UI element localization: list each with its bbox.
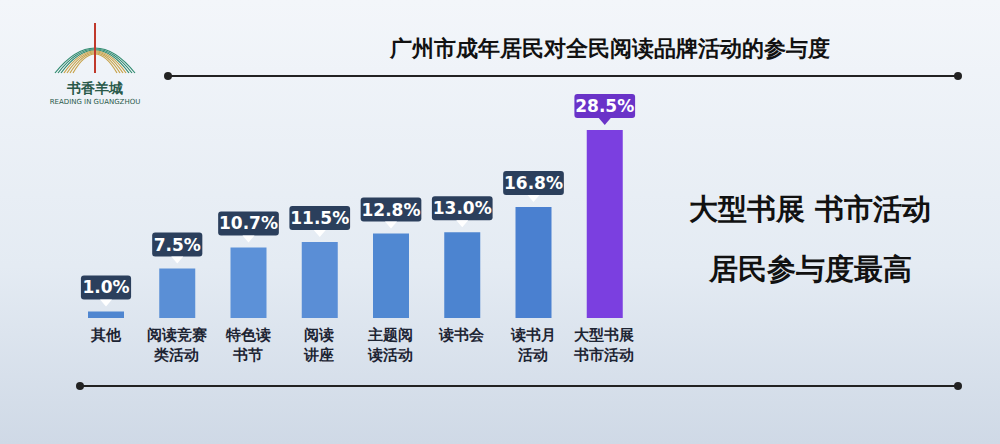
html-text:广州市成年居民对全民阅读品牌活动的参与度: 广州市成年居民对全民阅读品牌活动的参与度: [390, 36, 830, 61]
svg-text:读书月活动: 读书月活动: [510, 326, 556, 364]
svg-text:主题阅读活动: 主题阅读活动: [367, 326, 413, 364]
svg-text:13.0%: 13.0%: [433, 198, 492, 218]
svg-text:阅读竞赛类活动: 阅读竞赛类活动: [147, 326, 207, 364]
svg-text:12.8%: 12.8%: [362, 200, 421, 220]
html-text:大型书展 书市活动: 大型书展 书市活动: [688, 192, 931, 226]
svg-text:10.7%: 10.7%: [219, 213, 278, 233]
svg-text:11.5%: 11.5%: [290, 208, 349, 228]
svg-text:7.5%: 7.5%: [154, 235, 201, 255]
svg-text:其他: 其他: [90, 326, 122, 344]
svg-text:16.8%: 16.8%: [504, 173, 563, 193]
html-text:居民参与度最高: 居民参与度最高: [708, 252, 912, 286]
svg-text:阅读讲座: 阅读讲座: [303, 326, 334, 364]
html-text:书香羊城: 书香羊城: [67, 80, 123, 96]
svg-text:1.0%: 1.0%: [82, 277, 129, 297]
html-text:READING IN GUANGZHOU: READING IN GUANGZHOU: [49, 98, 141, 106]
svg-text:大型书展书市活动: 大型书展书市活动: [573, 326, 634, 364]
svg-text:28.5%: 28.5%: [575, 96, 634, 116]
svg-text:特色读书节: 特色读书节: [225, 326, 271, 364]
svg-text:读书会: 读书会: [438, 326, 485, 344]
